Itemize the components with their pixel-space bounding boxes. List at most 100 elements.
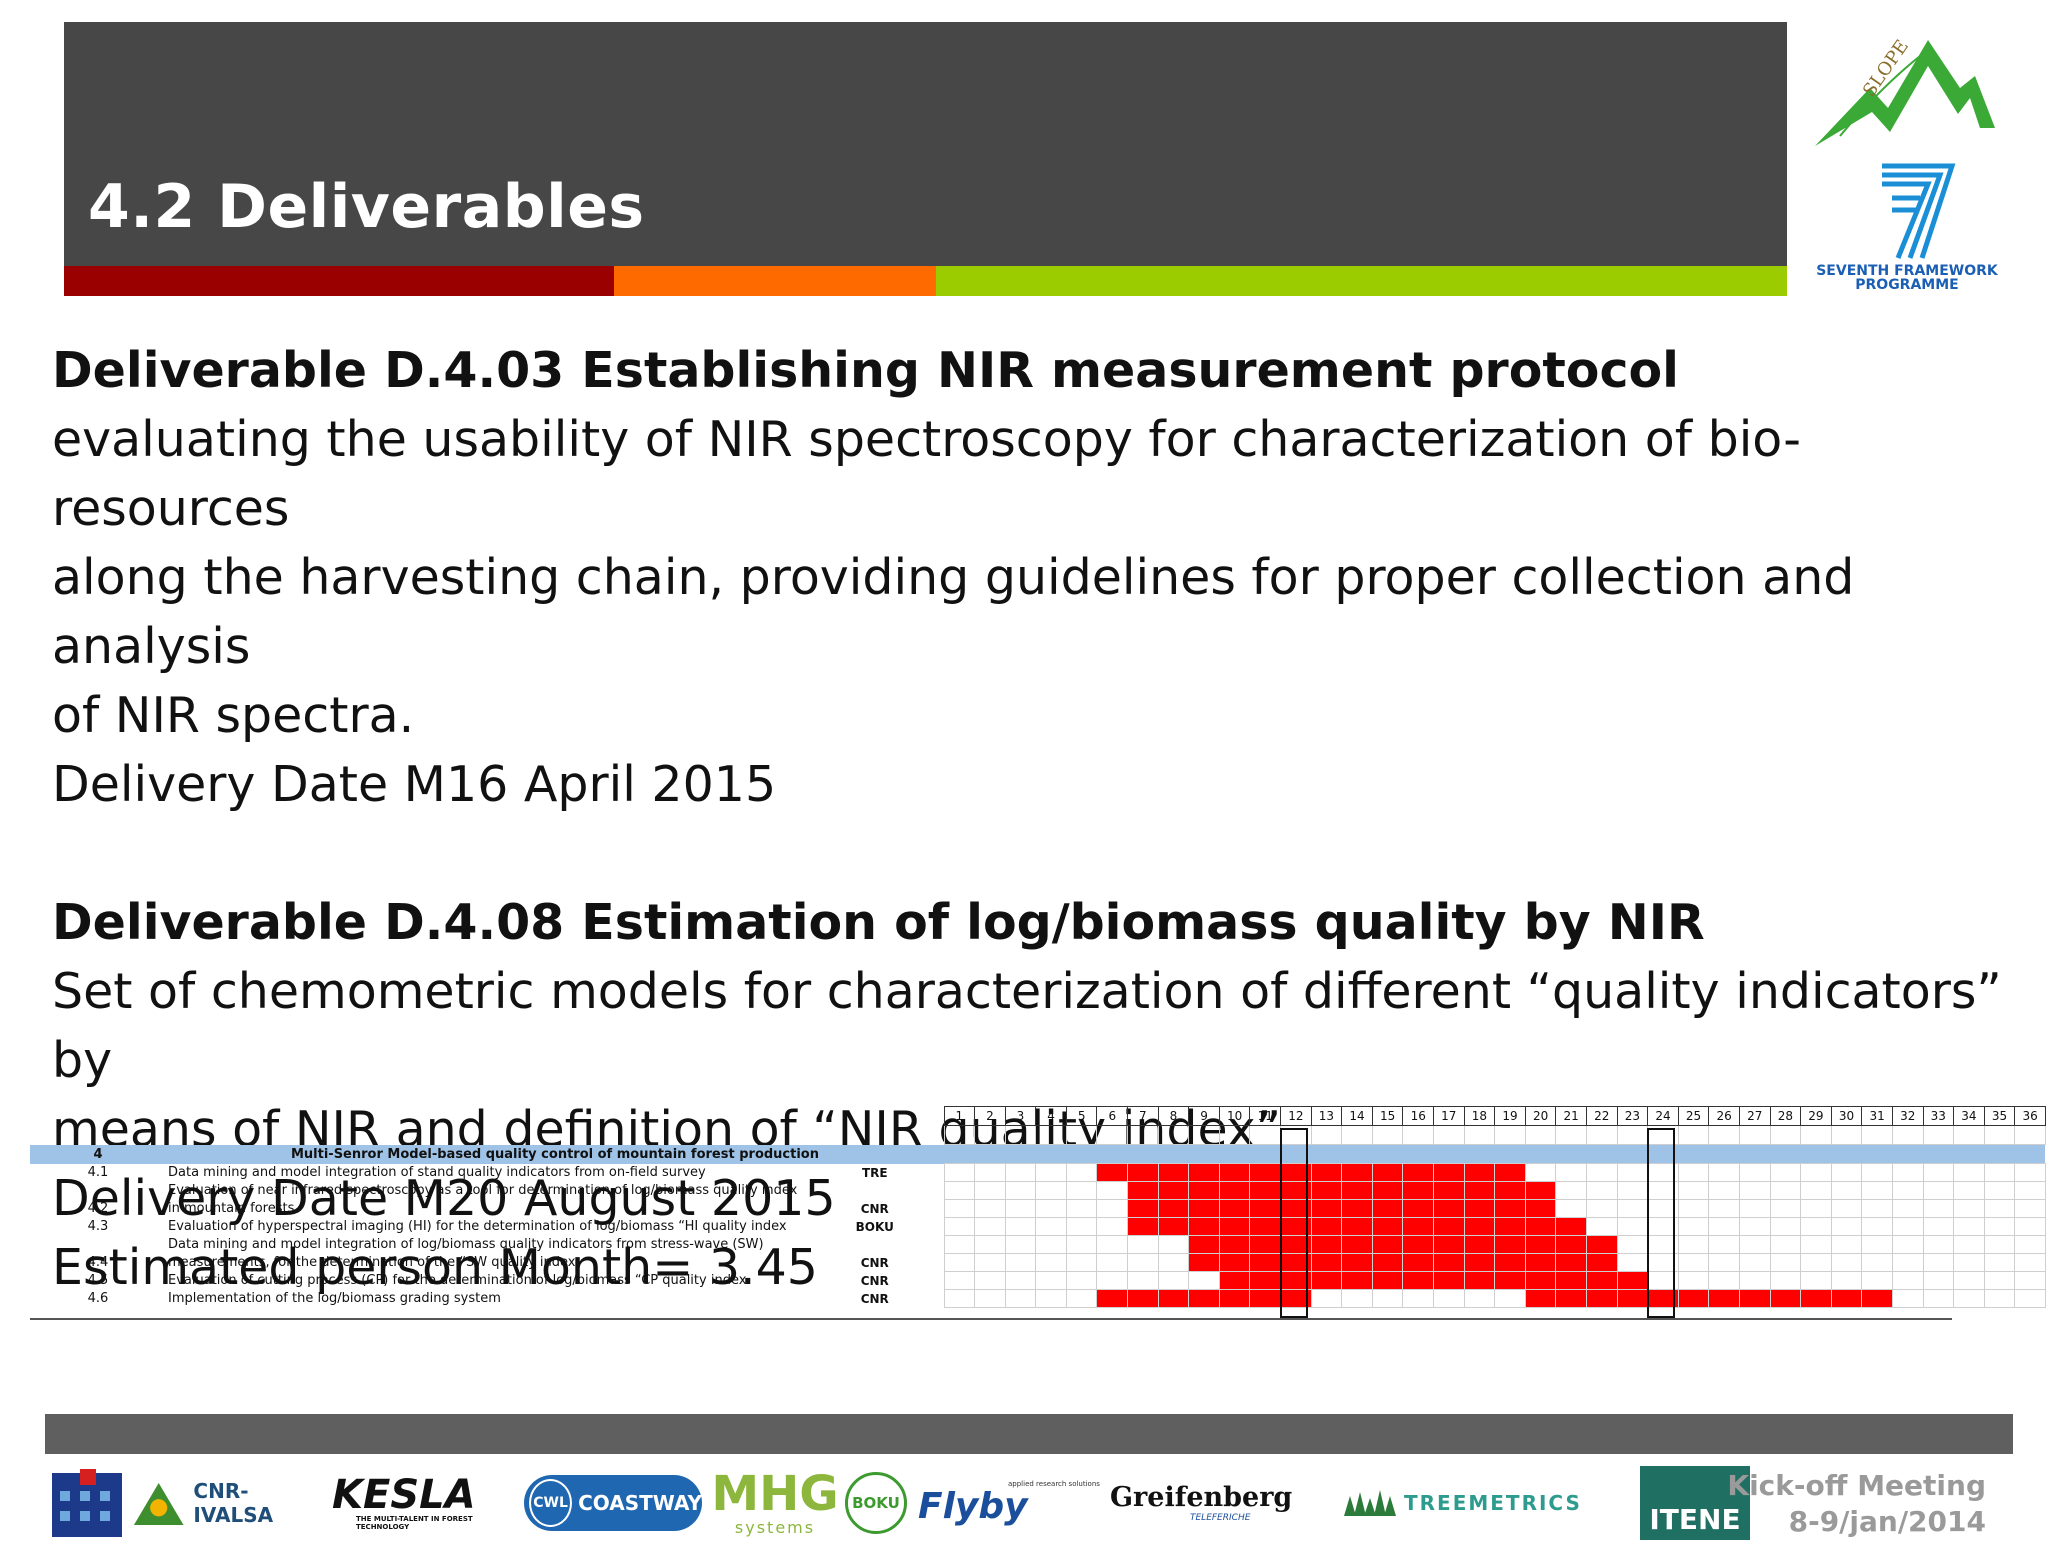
gantt-task-row: 4.2 in mountain forests CNR <box>30 1199 2046 1218</box>
gantt-cell <box>1433 1125 1465 1145</box>
gantt-cell <box>1127 1125 1159 1145</box>
gantt-bar-cell <box>1463 1163 1496 1182</box>
gantt-cell <box>1861 1235 1893 1254</box>
gantt-cell <box>1983 1199 2016 1218</box>
gantt-cell <box>1555 1181 1587 1200</box>
gantt-cell <box>1096 1181 1129 1200</box>
gantt-bar-cell <box>1402 1253 1434 1272</box>
mhg-logo: MHG systems <box>710 1464 840 1542</box>
task-id <box>30 1182 166 1200</box>
greifenberg-logo: Greifenberg TELEFERICHE <box>1110 1464 1330 1542</box>
month-label: 23 <box>1616 1106 1649 1126</box>
gantt-bar-cell <box>1677 1289 1710 1308</box>
gantt-cell <box>1738 1253 1771 1272</box>
gantt-cell <box>1800 1217 1832 1236</box>
gantt-cell <box>1891 1271 1924 1290</box>
month-label: 35 <box>1983 1106 2016 1126</box>
gantt-cell <box>1708 1217 1740 1236</box>
gantt-cell <box>1310 1289 1343 1308</box>
gantt-cell <box>1861 1181 1893 1200</box>
month-label: 4 <box>1035 1106 1067 1126</box>
gantt-cell <box>1708 1144 1740 1164</box>
month-label: 26 <box>1708 1106 1740 1126</box>
gantt-cell <box>974 1144 1006 1164</box>
gantt-cell <box>1616 1199 1649 1218</box>
deliverable-2-heading: Deliverable D.4.08 Estimation of log/bio… <box>52 894 1705 951</box>
gantt-bar-cell <box>1494 1271 1526 1290</box>
gantt-bar-cell <box>1096 1163 1129 1182</box>
gantt-bar-cell <box>1861 1289 1893 1308</box>
gantt-cell <box>1891 1163 1924 1182</box>
gantt-cell <box>1830 1125 1863 1145</box>
gantt-bar-cell <box>1127 1181 1159 1200</box>
deliverable-2-effort: Estimated person Month= 3.45 <box>52 1239 818 1296</box>
gantt-cell <box>1800 1181 1832 1200</box>
task-partner: CNR <box>860 1273 889 1288</box>
gantt-cell <box>1096 1253 1129 1272</box>
gantt-cell <box>1953 1271 1985 1290</box>
gantt-cell <box>1525 1144 1556 1164</box>
gantt-cell <box>1585 1199 1618 1218</box>
gantt-task-row: Data mining and model integration of log… <box>30 1235 2046 1254</box>
gantt-bar-cell <box>1463 1217 1496 1236</box>
task-description: Implementation of the log/biomass gradin… <box>168 1291 501 1306</box>
gantt-bar-cell <box>1341 1163 1373 1182</box>
month-label: 29 <box>1800 1106 1832 1126</box>
gantt-cell <box>1096 1144 1128 1164</box>
gantt-cell <box>1953 1163 1985 1182</box>
task-description: Evaluation of hyperspectral imaging (HI)… <box>168 1219 787 1234</box>
month-label: 9 <box>1188 1106 1220 1126</box>
gantt-bar-cell <box>1218 1289 1251 1308</box>
gantt-cell <box>1004 1199 1037 1218</box>
flyby-tagline: applied research solutions <box>1008 1480 1100 1488</box>
month-label: 3 <box>1004 1106 1037 1126</box>
gantt-cell <box>1158 1144 1189 1164</box>
gantt-bar-cell <box>1096 1289 1129 1308</box>
gantt-cell <box>1035 1253 1067 1272</box>
gantt-cell <box>1983 1163 2016 1182</box>
gantt-cell <box>1678 1144 1709 1164</box>
spacer <box>52 819 2012 888</box>
gantt-cell <box>1616 1125 1649 1145</box>
gantt-cell <box>1555 1125 1587 1145</box>
gantt-cell <box>1127 1271 1159 1290</box>
gantt-task-row: 4.3 Evaluation of hyperspectral imaging (… <box>30 1217 2046 1236</box>
month-label: 33 <box>1922 1106 1955 1126</box>
gantt-cell <box>1065 1163 1098 1182</box>
gantt-cell <box>1770 1144 1801 1164</box>
gantt-bar-cell <box>1341 1217 1373 1236</box>
gantt-bar-cell <box>1310 1235 1343 1254</box>
gantt-cell <box>1677 1163 1710 1182</box>
month-label: 18 <box>1463 1106 1496 1126</box>
gantt-cell <box>1738 1125 1771 1145</box>
gantt-cell <box>974 1217 1006 1236</box>
gantt-bar-cell <box>1494 1253 1526 1272</box>
cwl-coastway-logo: CWL COASTWAY <box>524 1464 704 1542</box>
gantt-cell <box>943 1253 976 1272</box>
gantt-task-row: 4.5 Evaluation of cutting process (CP) fo… <box>30 1271 2046 1290</box>
gantt-cell <box>1188 1125 1220 1145</box>
gantt-cell <box>1157 1125 1190 1145</box>
gantt-table: 1 2 3 4 5 6 7 8 9 10 11 12 13 14 15 16 17 18 19 20 21 22 23 24 2… <box>30 1106 2046 1308</box>
gantt-cell <box>1922 1163 1955 1182</box>
gantt-bar-cell <box>1280 1217 1312 1236</box>
gantt-bar-cell <box>1463 1181 1496 1200</box>
gantt-cell <box>1188 1144 1220 1164</box>
gantt-cell <box>1157 1235 1190 1254</box>
gantt-bar-cell <box>1280 1163 1312 1182</box>
gantt-bar-cell <box>1280 1199 1312 1218</box>
gantt-bar-cell <box>1188 1217 1220 1236</box>
gantt-cell <box>1004 1271 1037 1290</box>
month-label: 28 <box>1769 1106 1802 1126</box>
gantt-bar-cell <box>1585 1235 1618 1254</box>
title-bar: 4.2 Deliverables <box>64 22 1787 266</box>
gantt-cell <box>1494 1125 1526 1145</box>
gantt-cell <box>1402 1289 1434 1308</box>
month-label: 13 <box>1310 1106 1343 1126</box>
gantt-bar-cell <box>1433 1163 1465 1182</box>
gantt-cell <box>1647 1181 1679 1200</box>
gantt-bar-cell <box>1494 1217 1526 1236</box>
gantt-cell <box>1341 1144 1373 1164</box>
gantt-cell <box>1065 1253 1098 1272</box>
gantt-bar-cell <box>1463 1271 1496 1290</box>
